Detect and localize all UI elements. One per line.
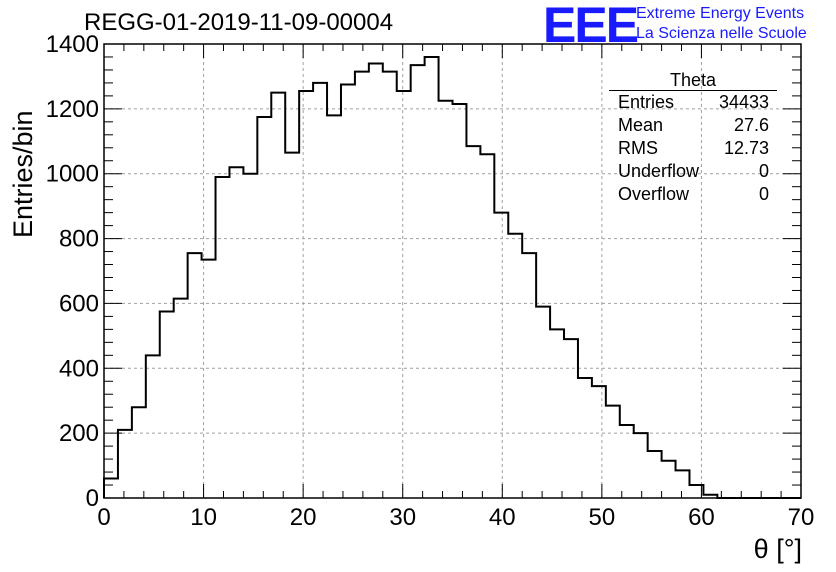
histogram-bin (508, 234, 522, 498)
histogram-bin (369, 63, 383, 498)
histogram-bin (592, 386, 606, 498)
y-axis-label: Entries/bin (8, 110, 38, 238)
histogram-bin (620, 425, 634, 498)
x-tick-label: 40 (489, 504, 516, 531)
histogram-bin (676, 470, 690, 498)
histogram-bin (174, 299, 188, 498)
histogram-bin (634, 433, 648, 498)
stats-row-entries: Entries 34433 (609, 91, 777, 114)
stats-value: 0 (758, 184, 769, 204)
histogram-bin (536, 307, 550, 498)
x-tick-label: 60 (688, 504, 715, 531)
y-tick-label: 400 (59, 355, 99, 382)
histogram-bin (285, 153, 299, 498)
logo-line-1: Extreme Energy Events (636, 5, 805, 22)
stats-row-mean: Mean 27.6 (609, 114, 777, 137)
histogram-bin (202, 260, 216, 498)
stats-value: 27.6 (733, 115, 769, 135)
logo-line-2: La Scienza nelle Scuole (636, 25, 807, 42)
y-tick-label: 200 (59, 420, 99, 447)
histogram-bin (299, 91, 313, 498)
x-tick-label: 20 (290, 504, 317, 531)
stats-row-overflow: Overflow 0 (609, 183, 777, 206)
histogram-bin (229, 167, 243, 498)
histogram-bin (271, 93, 285, 498)
histogram-bin (425, 57, 439, 498)
histogram-bin (522, 253, 536, 498)
histogram-bin (243, 174, 257, 498)
stats-label: Entries (618, 92, 675, 112)
x-axis-label: θ [°] (753, 534, 802, 564)
plot-frame (103, 43, 802, 499)
histogram-bin (550, 329, 564, 498)
stats-label: Overflow (618, 184, 690, 204)
y-tick-label: 1400 (46, 31, 99, 58)
histogram-bin (606, 406, 620, 498)
x-tick-label: 30 (389, 504, 416, 531)
histogram-bin (257, 117, 271, 498)
histogram-bin (146, 355, 160, 498)
stats-label: Underflow (618, 161, 700, 181)
histogram-bin (188, 253, 202, 498)
stats-row-rms: RMS 12.73 (609, 137, 777, 160)
x-tick-label: 70 (788, 504, 815, 531)
histogram-bin (327, 115, 341, 498)
y-tick-label: 0 (86, 485, 99, 512)
stats-row-underflow: Underflow 0 (609, 160, 777, 183)
eee-logo: EEE (543, 0, 639, 53)
histogram-bin (648, 451, 662, 498)
histogram-bin (118, 430, 132, 498)
x-tick-label: 50 (589, 504, 616, 531)
y-tick-label: 800 (59, 226, 99, 253)
stats-box: Theta Entries 34433 Mean 27.6 RMS 12.73 … (609, 70, 777, 206)
x-tick-label: 0 (97, 504, 110, 531)
y-tick-label: 1000 (46, 161, 99, 188)
histogram-bin (480, 154, 494, 498)
stats-value: 12.73 (723, 138, 769, 158)
histogram-bin (216, 177, 230, 498)
stats-label: RMS (618, 138, 658, 158)
x-tick-label: 10 (190, 504, 217, 531)
histogram-bin (411, 65, 425, 498)
chart-title: REGG-01-2019-11-09-00004 (84, 9, 394, 36)
stats-label: Mean (618, 115, 664, 135)
histogram-bin (355, 72, 369, 498)
y-tick-label: 1200 (46, 96, 99, 123)
axes: 0 10 20 30 40 50 60 70 0 200 400 600 800 1000 1200 1400 (46, 31, 815, 531)
histogram-line (103, 55, 801, 499)
grid-lines (104, 44, 801, 498)
histogram-bin (341, 85, 355, 498)
histogram-bin (313, 83, 327, 498)
histogram-bin (662, 461, 676, 498)
histogram-bin (466, 146, 480, 498)
histogram-bin (397, 91, 411, 498)
stats-value: 34433 (718, 92, 769, 112)
histogram-bin (439, 101, 453, 498)
histogram-bin (564, 339, 578, 498)
stats-title: Theta (609, 70, 777, 91)
histogram-bin (494, 213, 508, 498)
y-tick-label: 600 (59, 290, 99, 317)
histogram-bin (132, 407, 146, 498)
histogram-series (103, 55, 801, 499)
histogram-bin (453, 104, 467, 498)
histogram-bin (160, 312, 174, 498)
histogram-bin (578, 378, 592, 498)
stats-value: 0 (758, 161, 769, 181)
histogram-bin (104, 479, 118, 498)
histogram-bin (383, 72, 397, 498)
